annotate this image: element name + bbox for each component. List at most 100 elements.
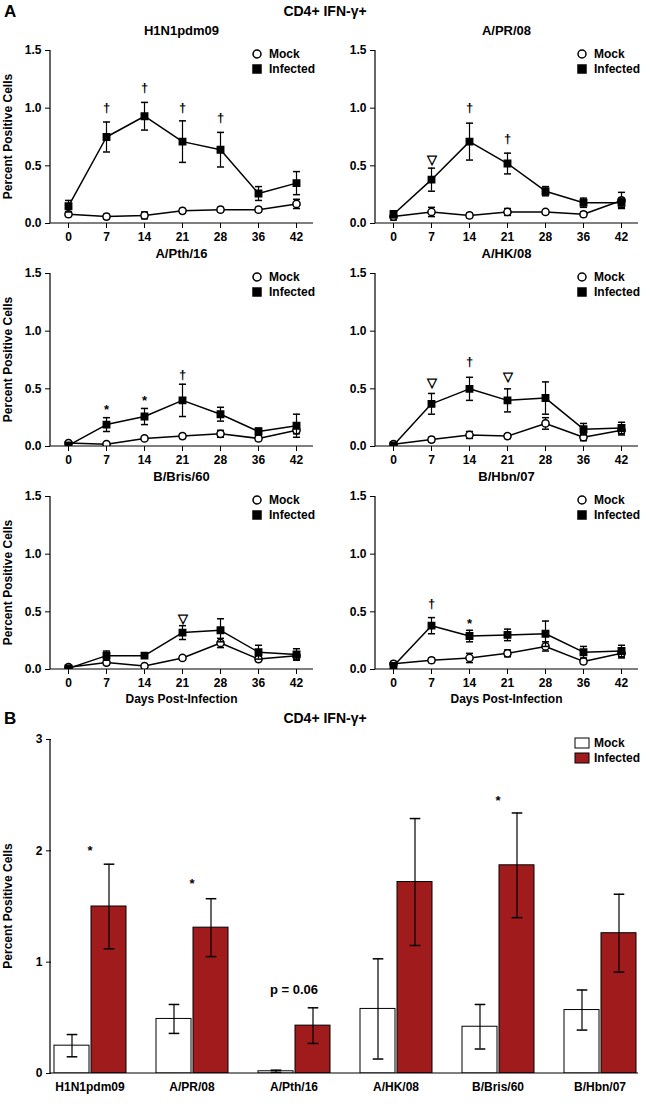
svg-text:▽: ▽ <box>426 375 438 390</box>
svg-text:0.5: 0.5 <box>25 605 42 619</box>
svg-text:36: 36 <box>252 230 266 244</box>
svg-text:Percent Positive Cells: Percent Positive Cells <box>1 296 15 422</box>
svg-text:1.0: 1.0 <box>350 101 367 115</box>
svg-text:36: 36 <box>577 230 591 244</box>
svg-text:0: 0 <box>390 453 397 467</box>
svg-text:36: 36 <box>577 453 591 467</box>
svg-text:0.0: 0.0 <box>25 216 42 230</box>
svg-text:1.5: 1.5 <box>25 489 42 503</box>
svg-text:14: 14 <box>463 230 477 244</box>
svg-text:Percent Positive Cells: Percent Positive Cells <box>1 519 15 645</box>
svg-text:14: 14 <box>463 453 477 467</box>
svg-text:1.5: 1.5 <box>350 489 367 503</box>
svg-text:Percent Positive Cells: Percent Positive Cells <box>1 73 15 199</box>
svg-text:1.0: 1.0 <box>25 547 42 561</box>
svg-text:*: * <box>142 393 148 408</box>
svg-text:21: 21 <box>501 230 515 244</box>
svg-text:1.0: 1.0 <box>25 101 42 115</box>
svg-text:1.5: 1.5 <box>350 266 367 280</box>
svg-text:*: * <box>87 843 93 858</box>
svg-text:42: 42 <box>615 453 629 467</box>
svg-text:†: † <box>103 100 110 115</box>
svg-text:0.0: 0.0 <box>350 662 367 676</box>
svg-text:0.0: 0.0 <box>25 662 42 676</box>
svg-text:▽: ▽ <box>502 369 514 384</box>
svg-text:28: 28 <box>214 230 228 244</box>
svg-text:21: 21 <box>176 230 190 244</box>
svg-text:0: 0 <box>65 453 72 467</box>
svg-text:Days Post-Infection: Days Post-Infection <box>450 692 562 706</box>
svg-text:0.5: 0.5 <box>350 382 367 396</box>
svg-text:†: † <box>179 367 186 382</box>
svg-text:36: 36 <box>577 676 591 690</box>
svg-text:B/Hbn/07: B/Hbn/07 <box>574 1080 626 1094</box>
svg-text:0.5: 0.5 <box>25 382 42 396</box>
svg-text:28: 28 <box>539 230 553 244</box>
svg-text:14: 14 <box>463 676 477 690</box>
svg-text:7: 7 <box>103 676 110 690</box>
svg-text:0.0: 0.0 <box>350 439 367 453</box>
svg-text:42: 42 <box>615 676 629 690</box>
svg-text:1: 1 <box>36 955 43 969</box>
svg-text:†: † <box>466 100 473 115</box>
svg-text:2: 2 <box>36 844 43 858</box>
svg-text:36: 36 <box>252 676 266 690</box>
svg-text:42: 42 <box>290 453 304 467</box>
svg-text:21: 21 <box>501 676 515 690</box>
svg-text:42: 42 <box>615 230 629 244</box>
svg-text:p = 0.06: p = 0.06 <box>270 982 318 997</box>
svg-text:†: † <box>428 596 435 611</box>
svg-text:42: 42 <box>290 230 304 244</box>
svg-text:0.5: 0.5 <box>350 159 367 173</box>
svg-text:28: 28 <box>214 453 228 467</box>
svg-text:0: 0 <box>65 676 72 690</box>
svg-text:3: 3 <box>36 732 43 746</box>
svg-text:0.0: 0.0 <box>350 216 367 230</box>
svg-text:42: 42 <box>290 676 304 690</box>
svg-text:28: 28 <box>214 676 228 690</box>
svg-text:0: 0 <box>390 230 397 244</box>
svg-text:1.5: 1.5 <box>350 43 367 57</box>
svg-text:0: 0 <box>390 676 397 690</box>
svg-text:*: * <box>104 402 110 417</box>
svg-text:▽: ▽ <box>426 152 438 167</box>
svg-text:14: 14 <box>138 453 152 467</box>
svg-text:0.5: 0.5 <box>350 605 367 619</box>
svg-text:0.0: 0.0 <box>25 439 42 453</box>
svg-text:14: 14 <box>138 676 152 690</box>
svg-text:1.0: 1.0 <box>25 324 42 338</box>
svg-text:7: 7 <box>103 453 110 467</box>
svg-text:7: 7 <box>103 230 110 244</box>
svg-text:†: † <box>217 110 224 125</box>
svg-text:7: 7 <box>428 453 435 467</box>
svg-text:*: * <box>189 876 195 891</box>
svg-text:B/Bris/60: B/Bris/60 <box>472 1080 524 1094</box>
svg-text:14: 14 <box>138 230 152 244</box>
svg-text:▽: ▽ <box>177 611 189 626</box>
svg-text:28: 28 <box>539 676 553 690</box>
svg-text:Percent Positive Cells: Percent Positive Cells <box>1 843 15 969</box>
svg-text:0: 0 <box>36 1066 43 1080</box>
svg-text:21: 21 <box>176 676 190 690</box>
svg-text:21: 21 <box>176 453 190 467</box>
svg-text:†: † <box>141 80 148 95</box>
svg-text:1.5: 1.5 <box>25 266 42 280</box>
svg-text:1.5: 1.5 <box>25 43 42 57</box>
svg-text:*: * <box>467 616 473 631</box>
svg-text:28: 28 <box>539 453 553 467</box>
svg-text:0: 0 <box>65 230 72 244</box>
svg-text:†: † <box>466 354 473 369</box>
svg-text:1.0: 1.0 <box>350 547 367 561</box>
svg-text:*: * <box>495 793 501 808</box>
svg-text:Days Post-Infection: Days Post-Infection <box>125 692 237 706</box>
svg-text:36: 36 <box>252 453 266 467</box>
svg-text:†: † <box>179 100 186 115</box>
svg-text:1.0: 1.0 <box>350 324 367 338</box>
svg-text:A/HK/08: A/HK/08 <box>373 1080 419 1094</box>
svg-text:†: † <box>504 131 511 146</box>
svg-text:A/Pth/16: A/Pth/16 <box>270 1080 318 1094</box>
svg-text:0.5: 0.5 <box>25 159 42 173</box>
svg-text:21: 21 <box>501 453 515 467</box>
svg-text:7: 7 <box>428 230 435 244</box>
svg-text:H1N1pdm09: H1N1pdm09 <box>55 1080 125 1094</box>
